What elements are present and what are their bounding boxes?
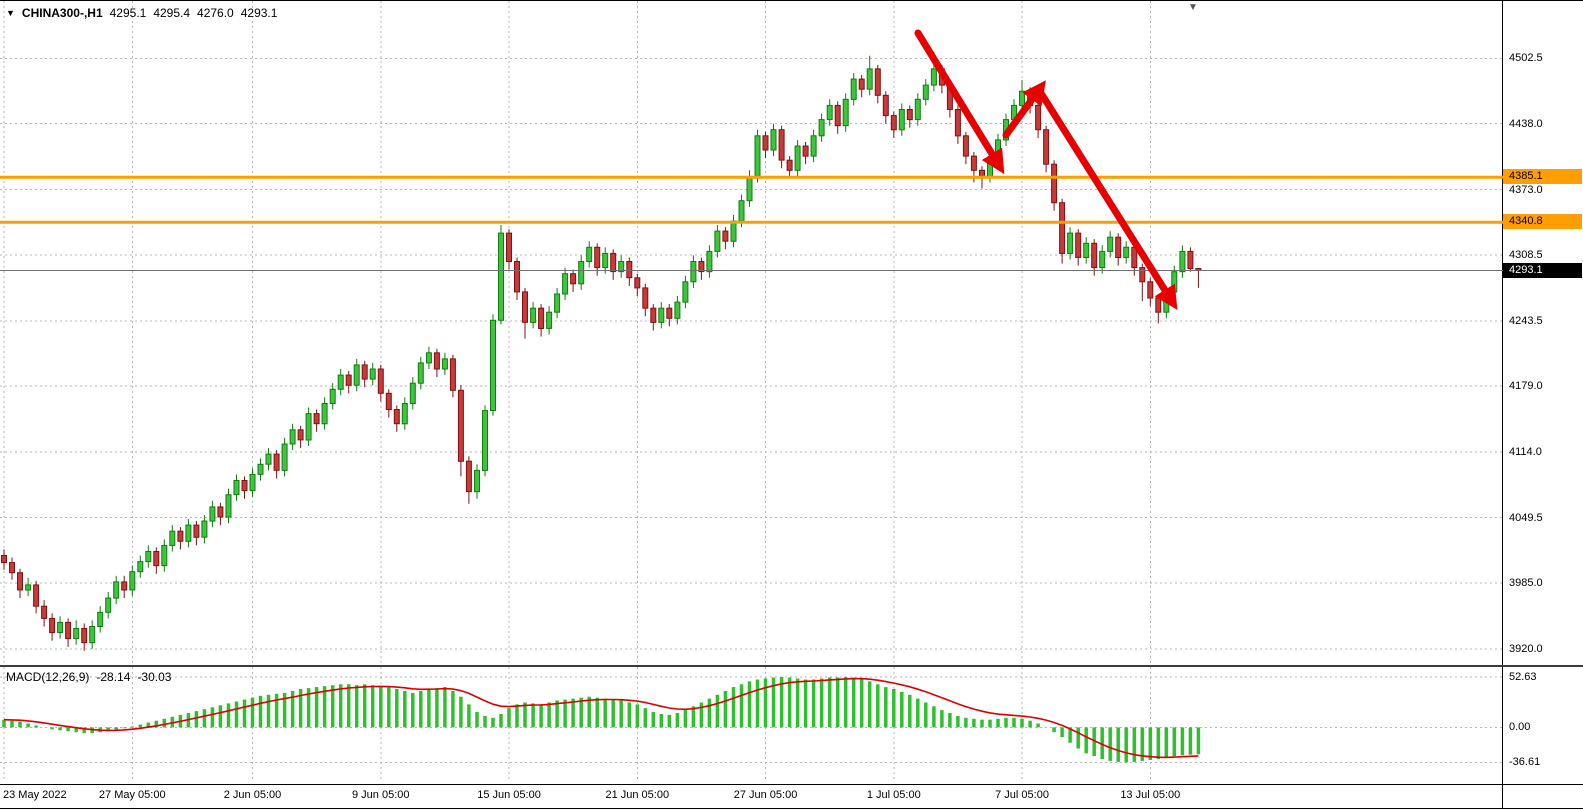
ohlc-high: 4295.4 [153, 6, 191, 20]
horizontal-level-lines[interactable] [0, 175, 1503, 224]
price-axis-label: 4438.0 [1509, 117, 1543, 130]
chart-header: ▼ CHINA300-,H1 4295.1 4295.4 4276.0 4293… [6, 6, 277, 20]
macd-signal-line [3, 677, 1199, 759]
price-chart-canvas[interactable] [0, 1, 1503, 665]
axis-corner [1503, 785, 1582, 808]
symbol-title: CHINA300-,H1 [21, 6, 103, 20]
price-axis-label: 4243.5 [1509, 314, 1543, 327]
time-axis-label: 2 Jun 05:00 [223, 789, 282, 801]
time-axis-label: 15 Jun 05:00 [477, 789, 541, 801]
price-axis-label: 4114.0 [1509, 446, 1542, 459]
macd-grid [0, 667, 1503, 782]
price-chart-plot[interactable]: ▼ CHINA300-,H1 4295.1 4295.4 4276.0 4293… [0, 1, 1503, 665]
time-axis-label: 27 Jun 05:00 [733, 789, 798, 801]
price-axis-label: 3985.0 [1509, 576, 1543, 589]
macd-name: MACD(12,26,9) [6, 670, 90, 684]
macd-axis-label: -36.61 [1509, 756, 1541, 769]
last-price-badge: 4293.1 [1503, 262, 1582, 278]
macd-axis: 52.63 0.00 -36.61 [1503, 667, 1582, 784]
price-grid [0, 1, 1503, 665]
time-axis-label: 21 Jun 05:00 [605, 789, 670, 801]
price-axis-label: 4308.5 [1509, 248, 1543, 261]
macd-plot[interactable]: MACD(12,26,9) -28.14 -30.03 [0, 667, 1503, 784]
macd-canvas[interactable] [0, 667, 1503, 782]
macd-histogram [2, 677, 1201, 763]
price-axis-label: 3920.0 [1509, 642, 1543, 655]
macd-indicator-label: MACD(12,26,9) -28.14 -30.03 [6, 670, 171, 684]
time-axis-label: 1 Jul 05:00 [866, 789, 921, 801]
symbol-dropdown-icon[interactable]: ▼ [6, 8, 15, 18]
price-axis-label: 4502.5 [1509, 52, 1543, 65]
price-axis-label: 4049.5 [1509, 511, 1543, 524]
hline-price-badge: 4385.1 [1503, 169, 1582, 185]
time-axis-label: 13 Jul 05:00 [1120, 789, 1181, 801]
ohlc-low: 4276.0 [197, 6, 234, 20]
price-axis-label: 4373.0 [1509, 183, 1543, 196]
ohlc-open: 4295.1 [109, 6, 147, 20]
time-axis-label: 27 May 05:00 [98, 789, 166, 801]
price-axis: 4502.5 4438.0 4373.0 4308.5 4243.5 4179.0 4114… [1503, 1, 1582, 665]
time-axis-row: 23 May 2022 27 May 05:00 2 Jun 05:00 9 Jun … [0, 784, 1583, 809]
macd-value: -28.14 [96, 670, 131, 684]
ohlc-close: 4293.1 [240, 6, 278, 20]
macd-axis-label: 0.00 [1509, 721, 1531, 734]
macd-axis-label: 52.63 [1509, 670, 1537, 683]
macd-indicator-row: MACD(12,26,9) -28.14 -30.03 52.63 0.00 -36… [0, 665, 1583, 784]
chart-shift-marker-icon[interactable]: ▼ [1188, 2, 1198, 13]
candlestick-series [1, 51, 1202, 651]
hline-price-badge: 4340.8 [1503, 214, 1582, 230]
price-axis-label: 4179.0 [1509, 380, 1543, 393]
trend-arrows[interactable] [914, 29, 1178, 311]
time-axis[interactable]: 23 May 2022 27 May 05:00 2 Jun 05:00 9 Jun … [0, 785, 1503, 808]
time-axis-label: 7 Jul 05:00 [995, 789, 1049, 801]
macd-signal-value: -30.03 [137, 670, 172, 684]
time-axis-label: 23 May 2022 [3, 789, 67, 801]
time-axis-label: 9 Jun 05:00 [352, 789, 410, 801]
main-chart-row: ▼ CHINA300-,H1 4295.1 4295.4 4276.0 4293… [0, 1, 1583, 665]
